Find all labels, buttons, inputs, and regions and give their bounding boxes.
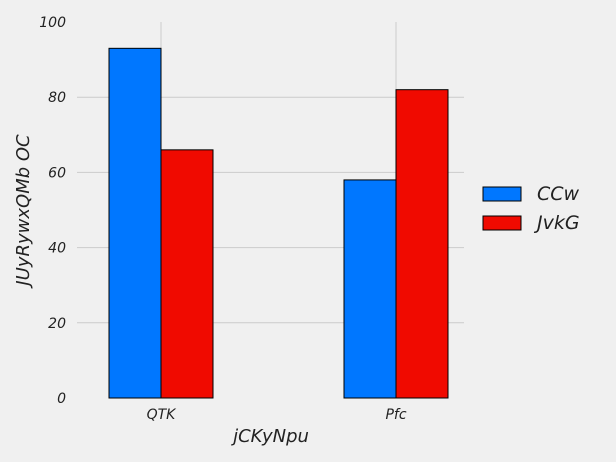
- legend-label-CCw: CCw: [537, 183, 580, 205]
- legend: CCw JvkG: [482, 183, 580, 234]
- bar-CCw-QTK: [108, 47, 162, 399]
- bars: [108, 47, 449, 399]
- y-tick-label-2: 40: [48, 241, 66, 257]
- legend-swatch-JvkG: [482, 215, 522, 231]
- y-tick-label-3: 60: [48, 165, 66, 181]
- y-tick-label-5: 100: [39, 15, 66, 31]
- bar-JvkG-Pfc: [395, 89, 449, 399]
- x-tick-labels: QTK Pfc: [147, 407, 407, 423]
- x-axis-label: jCKyNpu: [230, 426, 309, 447]
- y-tick-label-4: 80: [48, 90, 66, 106]
- y-tick-label-0: 0: [57, 391, 66, 407]
- x-tick-label-0: QTK: [147, 407, 178, 423]
- legend-swatch-CCw: [482, 186, 522, 202]
- y-axis-label: JUyRywxQMb OC: [13, 134, 34, 289]
- y-tick-label-1: 20: [48, 316, 66, 332]
- x-tick-label-1: Pfc: [385, 407, 406, 423]
- bar-CCw-Pfc: [343, 179, 397, 399]
- bar-JvkG-QTK: [160, 149, 214, 399]
- legend-label-JvkG: JvkG: [533, 212, 580, 234]
- y-tick-labels: 0 20 40 60 80 100: [39, 15, 66, 407]
